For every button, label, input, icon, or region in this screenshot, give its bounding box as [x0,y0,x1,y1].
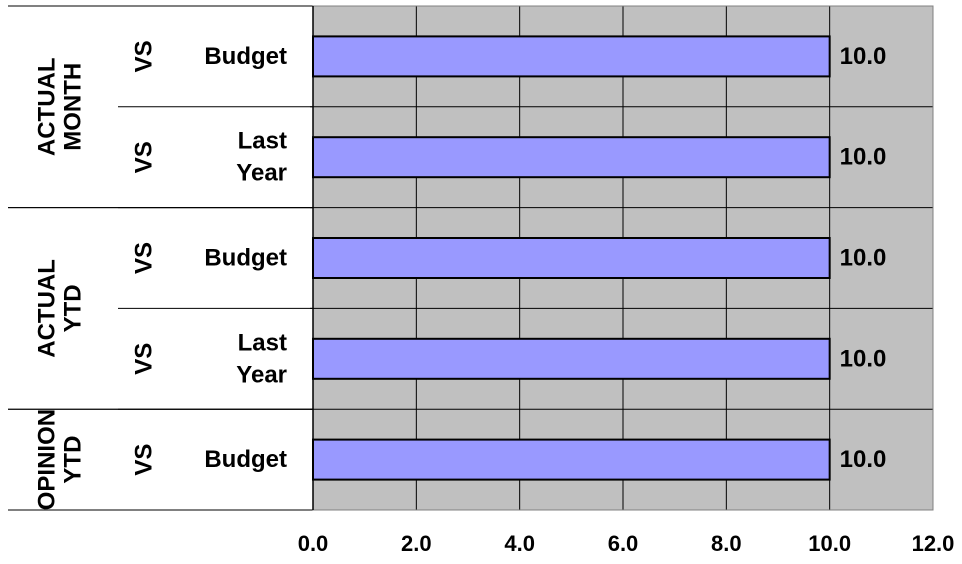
x-tick-label: 2.0 [401,531,432,556]
group-label: MONTH [60,63,87,151]
bar [312,237,831,279]
vs-label: VS [131,141,158,173]
data-label: 10.0 [840,345,887,372]
group-label: YTD [60,284,87,332]
group-label: OPINION [34,409,61,510]
bar [312,35,831,78]
category-label: Budget [204,43,287,70]
bar [312,337,831,380]
x-tick-label: 12.0 [912,531,955,556]
bar [312,438,831,481]
group-label: YTD [60,436,87,484]
group-label: ACTUAL [34,57,61,156]
group-label: ACTUAL [34,259,61,358]
category-label: Budget [204,245,287,272]
bar [312,136,831,179]
data-label: 10.0 [840,43,887,70]
category-label: Year [236,160,287,187]
x-tick-label: 10.0 [808,531,851,556]
x-tick-label: 0.0 [298,531,329,556]
category-label: Last [238,329,287,356]
vs-label: VS [131,242,158,274]
x-tick-label: 6.0 [608,531,639,556]
vs-label: VS [131,343,158,375]
data-label: 10.0 [840,446,887,473]
x-tick-label: 8.0 [711,531,742,556]
category-label: Budget [204,446,287,473]
category-label: Year [236,361,287,388]
vs-label: VS [131,444,158,476]
vs-label: VS [131,40,158,72]
category-label: Last [238,128,287,155]
x-tick-label: 4.0 [504,531,535,556]
data-label: 10.0 [840,144,887,171]
data-label: 10.0 [840,245,887,272]
